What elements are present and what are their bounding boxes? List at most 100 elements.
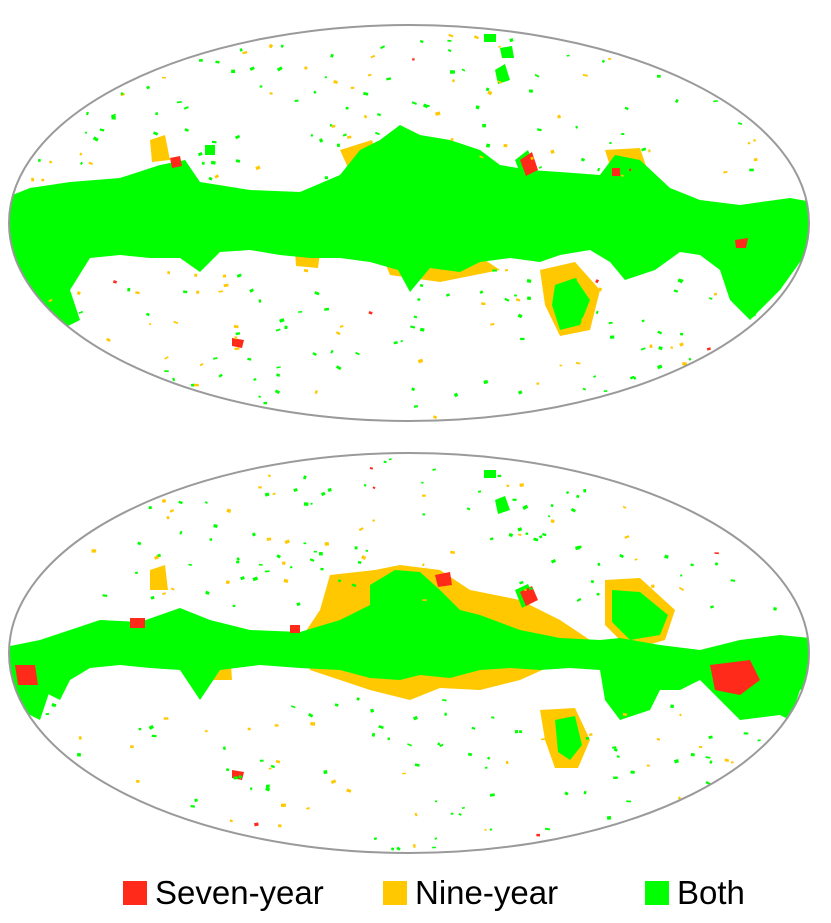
- point-source-mask: [247, 357, 252, 361]
- point-source-mask: [453, 392, 459, 398]
- point-source-mask: [335, 365, 342, 371]
- point-source-mask: [253, 822, 259, 827]
- point-source-mask: [331, 124, 336, 128]
- point-source-mask: [537, 128, 542, 132]
- point-source-mask: [601, 59, 606, 63]
- point-source-mask: [269, 91, 273, 95]
- point-source-mask: [111, 114, 116, 119]
- point-source-mask: [120, 92, 124, 96]
- point-source-mask: [514, 294, 517, 297]
- point-source-mask: [253, 377, 257, 382]
- point-source-mask: [258, 299, 262, 303]
- point-source-mask: [450, 812, 454, 815]
- point-source-mask: [112, 280, 118, 284]
- point-source-mask: [363, 484, 367, 487]
- point-source-mask: [263, 401, 267, 405]
- point-source-mask: [497, 474, 502, 478]
- point-source-mask: [48, 298, 53, 303]
- point-source-mask: [526, 296, 532, 301]
- point-source-mask: [249, 66, 255, 71]
- both-swatch: [645, 881, 669, 905]
- point-source-mask: [487, 90, 493, 96]
- point-source-mask: [620, 174, 624, 177]
- point-source-mask: [414, 812, 418, 817]
- point-source-mask: [233, 324, 239, 329]
- point-source-mask: [380, 45, 386, 50]
- point-source-mask: [351, 583, 357, 587]
- point-source-mask: [383, 460, 387, 464]
- point-source-mask: [153, 555, 160, 560]
- point-source-mask: [597, 167, 601, 172]
- mask-map-top: [8, 24, 810, 422]
- point-source-mask: [773, 607, 778, 611]
- point-source-mask: [517, 527, 523, 532]
- point-source-mask: [483, 379, 489, 385]
- point-source-mask: [161, 76, 166, 79]
- map-outline-top: [8, 24, 810, 422]
- point-source-mask: [484, 828, 487, 831]
- point-source-mask: [522, 504, 529, 511]
- point-source-mask: [566, 54, 570, 57]
- point-source-mask: [606, 816, 612, 820]
- point-source-mask: [274, 389, 281, 395]
- point-source-mask: [485, 143, 491, 148]
- point-source-mask: [710, 605, 715, 609]
- point-source-mask: [595, 310, 599, 315]
- point-source-mask: [517, 533, 522, 537]
- point-source-mask: [149, 323, 152, 326]
- point-source-mask: [169, 509, 175, 513]
- point-source-mask: [363, 114, 368, 119]
- point-source-mask: [550, 149, 555, 154]
- point-source-mask: [276, 366, 281, 369]
- point-source-mask: [266, 784, 270, 788]
- point-source-mask: [320, 491, 326, 497]
- point-source-mask: [419, 327, 425, 332]
- point-source-mask: [306, 806, 310, 810]
- point-source-mask: [80, 161, 83, 165]
- point-source-mask: [204, 501, 208, 504]
- point-source-mask: [467, 752, 473, 757]
- point-source-mask: [231, 69, 236, 74]
- point-source-mask: [737, 122, 743, 126]
- point-source-mask: [519, 483, 525, 487]
- point-source-mask: [218, 290, 224, 293]
- point-source-mask: [320, 567, 324, 571]
- point-source-mask: [330, 53, 334, 58]
- point-source-mask: [656, 737, 661, 741]
- point-source-mask: [565, 490, 570, 495]
- point-source-mask: [479, 155, 484, 159]
- point-source-mask: [145, 312, 150, 317]
- point-source-mask: [276, 373, 281, 377]
- point-source-mask: [554, 759, 558, 762]
- point-source-mask: [324, 541, 330, 546]
- point-source-mask: [613, 776, 618, 779]
- point-source-mask: [377, 113, 381, 117]
- point-source-mask: [505, 760, 509, 765]
- point-source-mask: [240, 576, 245, 581]
- point-source-mask: [435, 111, 441, 116]
- point-source-mask: [528, 89, 533, 93]
- point-source-mask: [450, 137, 454, 142]
- point-source-mask: [491, 716, 495, 719]
- point-source-mask: [619, 553, 625, 559]
- point-source-mask: [218, 373, 223, 378]
- point-source-mask: [417, 358, 424, 364]
- point-source-mask: [609, 141, 612, 144]
- point-source-mask: [184, 128, 189, 132]
- point-source-mask: [599, 178, 604, 181]
- point-source-mask: [503, 144, 508, 148]
- point-source-mask: [270, 764, 276, 769]
- point-source-masks-top: [30, 33, 758, 420]
- point-source-mask: [622, 712, 628, 717]
- point-source-mask: [370, 54, 376, 59]
- point-source-mask: [550, 504, 554, 508]
- point-source-mask: [236, 273, 242, 278]
- point-source-mask: [276, 66, 283, 72]
- point-source-mask: [330, 349, 334, 354]
- point-source-mask: [235, 159, 241, 163]
- point-source-mask: [375, 598, 381, 603]
- point-source-mask: [482, 123, 486, 128]
- point-source-mask: [170, 587, 175, 591]
- point-source-mask: [434, 800, 438, 803]
- point-source-mask: [193, 383, 199, 387]
